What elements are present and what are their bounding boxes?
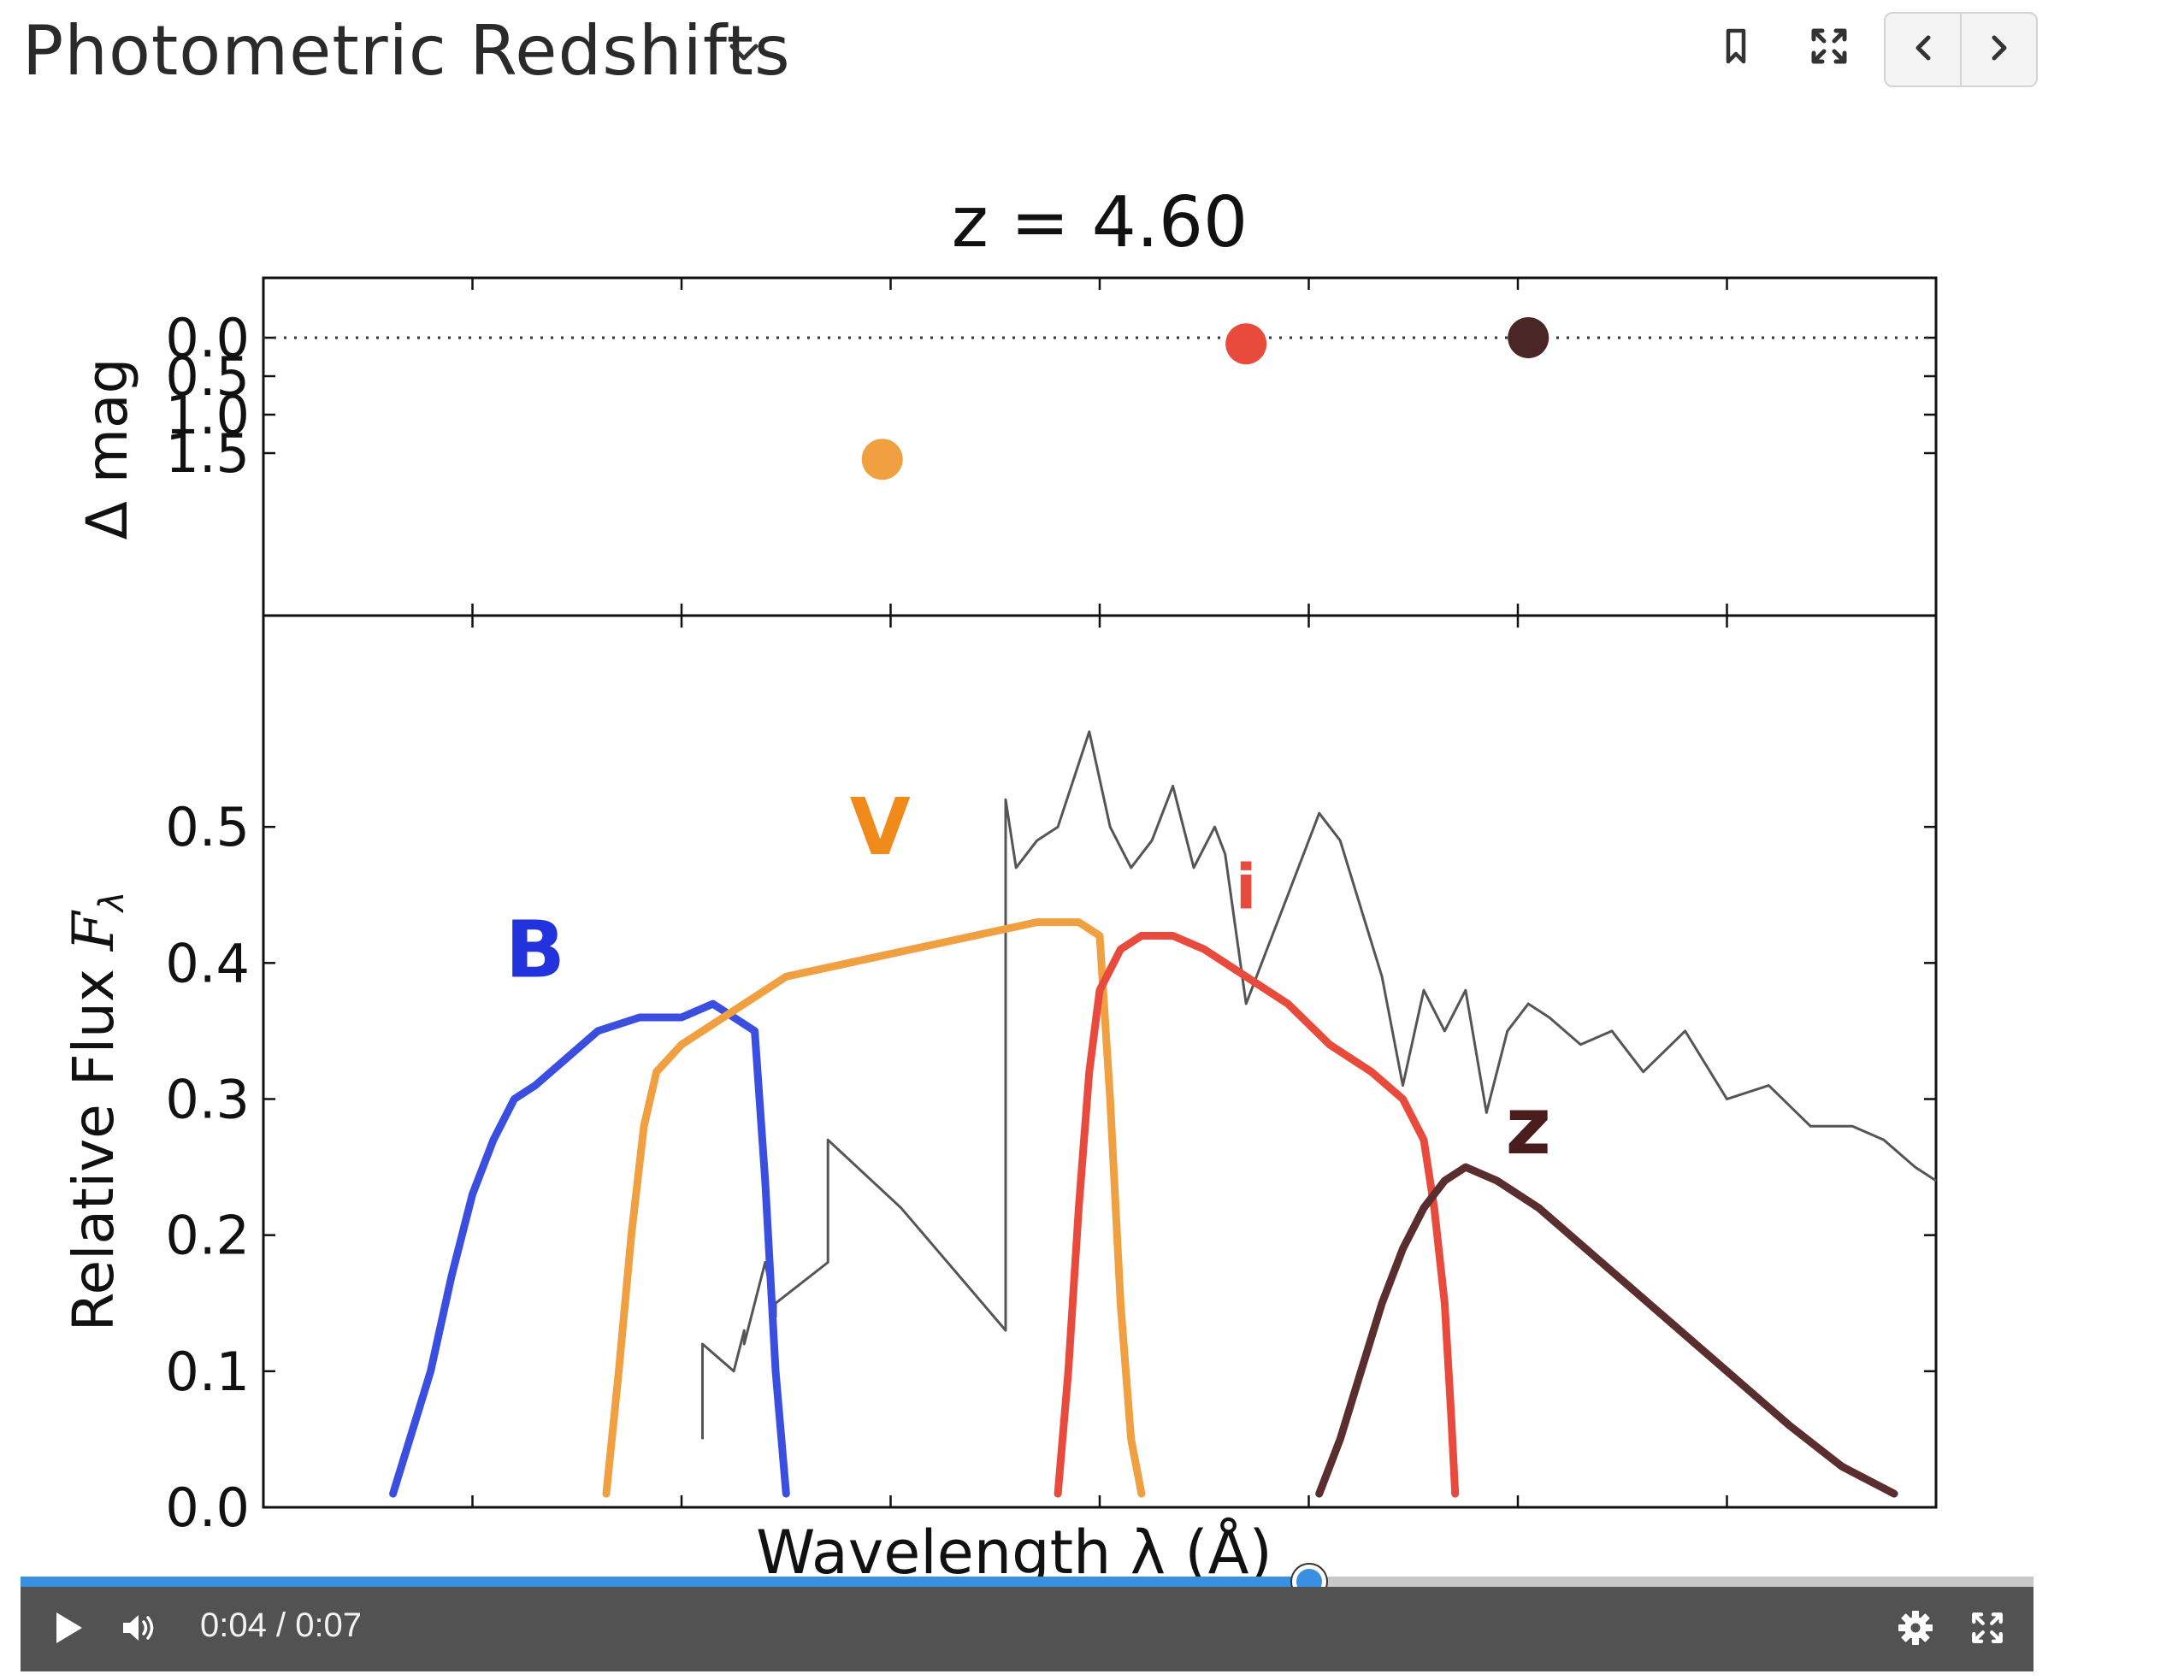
x-axis-label: Wavelength λ (Å) [756, 1518, 1272, 1586]
filter-curve-z [1315, 1163, 1898, 1498]
data-point-V [861, 439, 903, 480]
bottom-y-tick-label: 0.0 [165, 1477, 250, 1539]
progress-fill [21, 1577, 1309, 1587]
y-axis-label-text: Relative Flux [61, 951, 127, 1331]
top-y-tick-label: 1.0 [165, 384, 250, 446]
chevron-right-icon [1986, 31, 2012, 69]
bottom-y-tick-label: 0.1 [165, 1341, 250, 1403]
video-player[interactable]: z = 4.60 Δ mag 0.0 0.5 1.0 1.5 0.0 0.1 0.2 0.3 0.… [21, 103, 2033, 1671]
top-y-axis-label: Δ mag [74, 358, 140, 540]
fullscreen-button[interactable] [1799, 12, 1859, 84]
previous-button[interactable] [1886, 14, 1960, 85]
bookmark-button[interactable] [1710, 12, 1762, 84]
bottom-y-tick-label: 0.4 [165, 932, 250, 994]
fullscreen-icon [1809, 26, 1850, 71]
bookmark-icon [1723, 27, 1749, 69]
bottom-axes-frame [262, 614, 1938, 1509]
top-y-tick-label: 0.0 [165, 307, 250, 369]
filter-curve-V [602, 918, 1146, 1498]
bottom-y-tick-label: 0.2 [165, 1205, 250, 1267]
data-point-z [1508, 317, 1549, 358]
bottom-y-tick-label: 0.3 [165, 1069, 250, 1131]
spectrum-line [701, 730, 1937, 1440]
data-point-i [1225, 323, 1267, 365]
filter-curve-i [1054, 932, 1460, 1498]
fullscreen-icon [1969, 1610, 2005, 1650]
filter-label-B: B [505, 904, 565, 995]
top-y-tick-label: 0.5 [165, 345, 250, 408]
time-display: 0:04 / 0:07 [200, 1606, 363, 1644]
slide-navigation [1884, 12, 2038, 87]
settings-button[interactable] [1890, 1604, 1941, 1655]
chevron-down-icon[interactable] [725, 36, 763, 70]
player-fullscreen-button[interactable] [1962, 1604, 2013, 1655]
bottom-y-tick-label: 0.5 [165, 796, 250, 858]
filter-curve-B [389, 999, 790, 1498]
control-bar: 0:04 / 0:07 [21, 1587, 2033, 1671]
next-button[interactable] [1960, 14, 2036, 85]
y-axis-label-symbol: F [61, 910, 127, 952]
filter-label-z: z [1505, 1081, 1551, 1172]
y-axis-label-subscript: λ [92, 892, 132, 914]
top-y-tick-label: 1.5 [165, 422, 250, 485]
filter-label-V: V [850, 781, 911, 873]
play-button[interactable] [43, 1604, 94, 1655]
flux-panel: 0.0 0.1 0.2 0.3 0.4 0.5 Relative Flux Fλ Wavele… [61, 614, 1938, 1586]
chevron-left-icon [1910, 31, 1936, 69]
top-axes-frame [262, 276, 1938, 617]
delta-mag-panel: z = 4.60 Δ mag 0.00.51.01.5 [74, 182, 1938, 617]
page-header: Photometric Redshifts [0, 0, 2184, 103]
filter-label-i: i [1236, 852, 1257, 923]
top-chart-title: z = 4.60 [952, 182, 1248, 263]
volume-icon [121, 1612, 156, 1648]
page-title: Photometric Redshifts [22, 11, 791, 91]
settings-icon [1898, 1610, 1933, 1650]
bottom-y-axis-label: Relative Flux Fλ [61, 892, 132, 1332]
volume-button[interactable] [113, 1604, 164, 1655]
progress-bar[interactable] [21, 1565, 2033, 1599]
play-icon [53, 1611, 84, 1649]
